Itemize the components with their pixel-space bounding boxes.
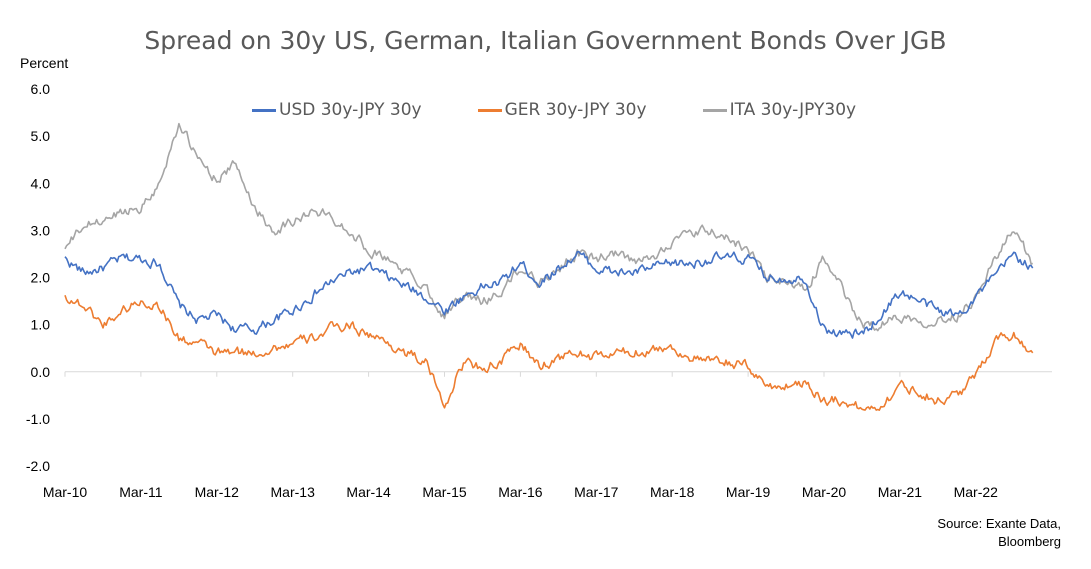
x-tick-label: Mar-11 [119,484,163,500]
x-tick-label: Mar-17 [574,484,619,500]
x-tick-label: Mar-13 [271,484,316,500]
legend: USD 30y-JPY 30y GER 30y-JPY 30y ITA 30y-… [252,100,912,120]
legend-item-usd: USD 30y-JPY 30y [252,100,422,120]
x-tick-label: Mar-12 [195,484,240,500]
series-line-ger [64,294,1034,412]
y-tick-label: 2.0 [31,270,51,286]
source-line-1: Source: Exante Data, [937,516,1061,531]
legend-item-ger: GER 30y-JPY 30y [477,100,647,120]
legend-label-usd: USD 30y-JPY 30y [279,100,422,120]
y-tick-label: 5.0 [31,128,51,144]
legend-swatch-usd [252,108,276,112]
legend-label-ita: ITA 30y-JPY30y [729,100,857,120]
x-tick-label: Mar-16 [498,484,543,500]
chart-title: Spread on 30y US, German, Italian Govern… [144,26,947,55]
x-tick-label: Mar-10 [43,484,88,500]
x-tick-label: Mar-21 [878,484,923,500]
x-tick-label: Mar-15 [422,484,467,500]
y-tick-label: 3.0 [31,222,51,238]
y-tick-label: 6.0 [31,81,51,97]
source-note: Source: Exante Data, Bloomberg [937,515,1061,551]
legend-item-ita: ITA 30y-JPY30y [702,100,857,120]
y-tick-label: 4.0 [31,175,51,191]
y-tick-label: 0.0 [31,364,51,380]
x-tick-label: Mar-14 [346,484,391,500]
y-tick-label: 1.0 [31,317,51,333]
x-tick-label: Mar-18 [650,484,695,500]
y-tick-label: -1.0 [26,411,50,427]
x-tick-label: Mar-20 [802,484,847,500]
x-tick-label: Mar-19 [726,484,771,500]
legend-swatch-ita [702,108,727,112]
legend-label-ger: GER 30y-JPY 30y [504,100,647,120]
y-axis-label: Percent [20,55,69,71]
x-tick-label: Mar-22 [954,484,999,500]
series-line-ita [64,122,1034,332]
source-line-2: Bloomberg [998,534,1061,549]
series-line-usd [64,250,1034,339]
y-tick-label: -2.0 [26,458,50,474]
legend-swatch-ger [477,108,502,112]
